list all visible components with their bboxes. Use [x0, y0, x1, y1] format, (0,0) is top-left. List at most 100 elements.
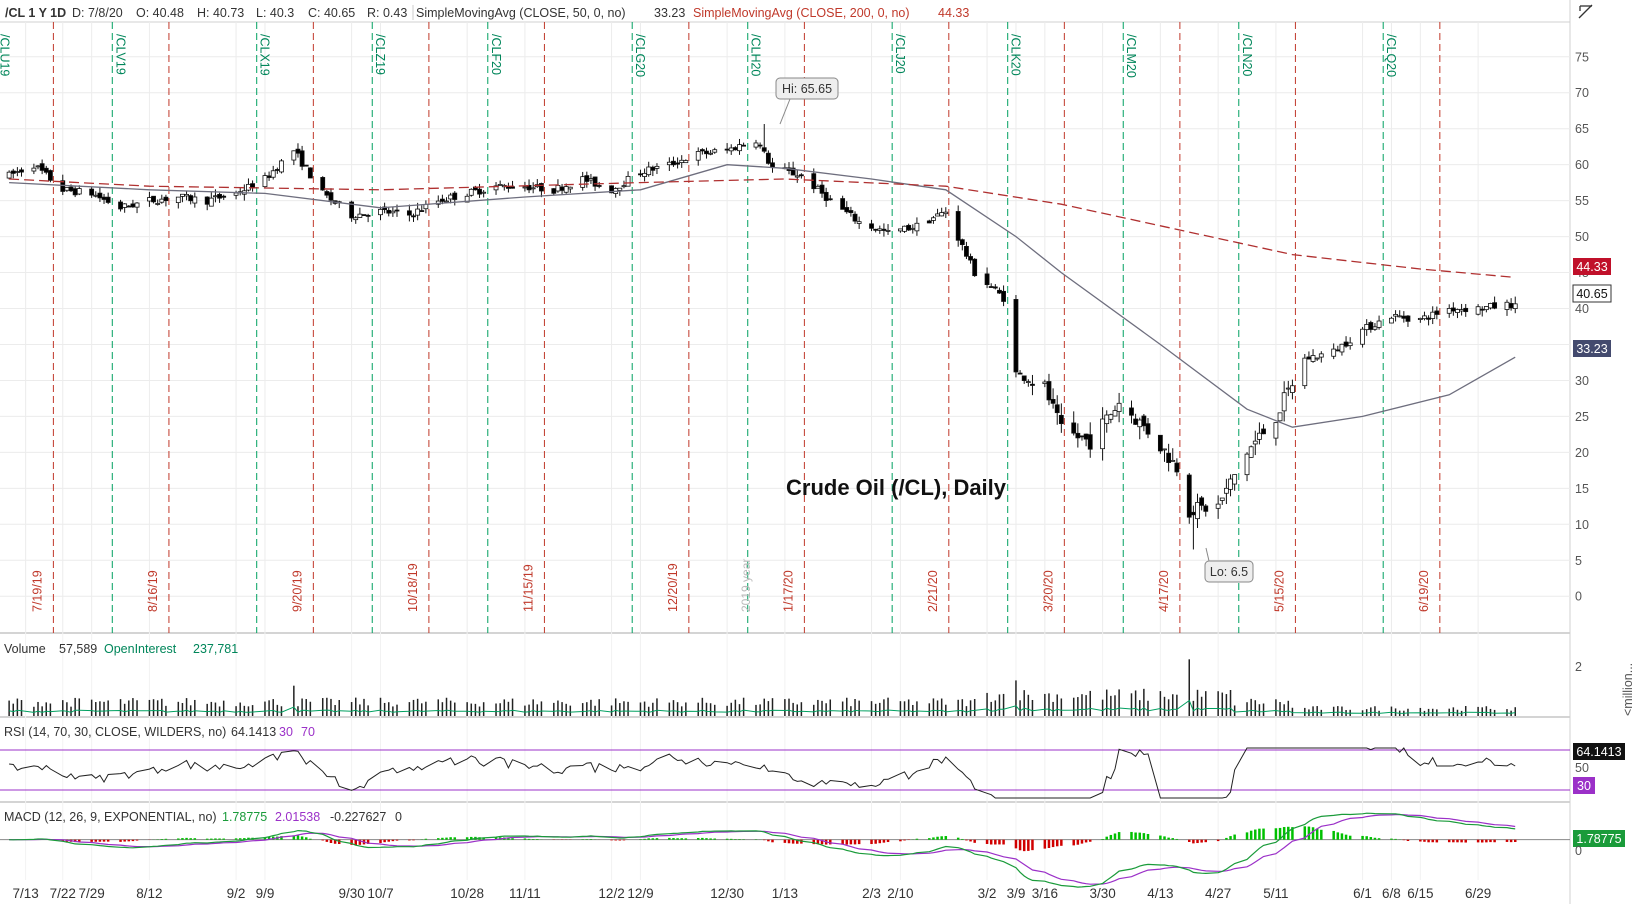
candle-body	[1504, 301, 1510, 310]
volume-value: 57,589	[59, 642, 97, 656]
candle-body	[931, 217, 936, 221]
candle-body	[1087, 434, 1093, 450]
candle-body	[1042, 381, 1048, 384]
candle-body	[1252, 440, 1258, 445]
candle-body	[679, 159, 685, 163]
expiration-symbol-label: /CLX19	[258, 34, 272, 76]
price-axis-tick: 0	[1575, 590, 1582, 604]
candle-body	[262, 175, 268, 188]
candle-body	[530, 187, 536, 190]
date-axis-tick: 2/10	[887, 886, 913, 901]
candle-body	[563, 186, 569, 193]
style-settings-icon[interactable]	[1575, 3, 1595, 21]
candle-body	[1397, 315, 1403, 318]
candle-body	[1401, 315, 1407, 319]
date-axis-tick: 10/28	[450, 886, 484, 901]
date-axis-tick: 9/2	[227, 886, 246, 901]
date-axis-tick: 6/15	[1407, 886, 1433, 901]
candle-body	[19, 169, 24, 173]
candle-body	[1281, 392, 1287, 412]
candle-body	[1129, 407, 1134, 416]
candle-body	[1417, 317, 1423, 320]
candle-body	[444, 200, 449, 203]
candle-body	[295, 148, 301, 154]
macd-diff-value: -0.227627	[330, 810, 386, 824]
rollover-date-label: 11/15/19	[521, 564, 535, 612]
price-axis-tick: 65	[1575, 122, 1589, 136]
candle-body	[435, 200, 441, 205]
open-readout: O: 40.48	[136, 6, 184, 20]
candle-body	[906, 224, 912, 231]
candle-body	[1335, 349, 1341, 352]
candle-body	[819, 184, 825, 194]
candle-body	[1318, 353, 1324, 358]
candle-body	[926, 220, 932, 224]
expiration-symbol-label: /CLJ20	[893, 34, 907, 74]
candle-body	[1162, 448, 1167, 451]
candle-body	[1475, 306, 1481, 315]
price-axis-tick: 30	[1575, 374, 1589, 388]
volume-axis-unit: <million...	[1621, 663, 1635, 716]
year-marker-label: 2019 year	[739, 559, 753, 612]
candle-body	[233, 192, 239, 196]
candle-body	[188, 195, 194, 202]
candle-body	[1306, 356, 1312, 360]
candle-body	[914, 222, 920, 232]
candle-body	[1145, 423, 1151, 435]
symbol-label[interactable]: /CL 1 Y 1D	[5, 6, 66, 20]
candle-body	[1141, 415, 1147, 427]
candle-body	[134, 202, 140, 208]
candle-body	[1203, 505, 1209, 512]
badge-last-price-text: 40.65	[1576, 287, 1607, 301]
candle-body	[266, 175, 272, 178]
candle-body	[180, 193, 185, 197]
badge-rsi-low-text: 30	[1577, 779, 1591, 793]
candle-body	[1331, 348, 1337, 357]
macd-pane	[0, 812, 1570, 888]
candle-body	[902, 225, 907, 232]
candle-body	[539, 183, 544, 192]
candle-body	[151, 195, 156, 203]
candle-body	[596, 185, 602, 187]
candle-body	[646, 166, 652, 176]
sma200-label[interactable]: SimpleMovingAvg (CLOSE, 200, 0, no)	[693, 6, 910, 20]
candle-body	[439, 198, 445, 202]
date-axis-tick: 3/2	[978, 886, 997, 901]
open-interest-label[interactable]: OpenInterest	[104, 642, 177, 656]
candle-body	[497, 184, 503, 186]
candle-body	[1021, 375, 1027, 381]
expiration-symbol-label: /CLM20	[1124, 34, 1138, 78]
candle-body	[1446, 308, 1452, 314]
open-interest-line	[9, 699, 1516, 714]
badge-last-price: 40.65	[1572, 284, 1612, 303]
candle-body	[877, 228, 883, 231]
candle-body	[1199, 497, 1205, 506]
candle-body	[126, 205, 132, 208]
candle-body	[943, 211, 949, 215]
candle-body	[118, 201, 123, 210]
candle-body	[1343, 341, 1349, 347]
rsi-label[interactable]: RSI (14, 70, 30, CLOSE, WILDERS, no)	[4, 725, 226, 739]
low-callout-label: Lo: 6.5	[1210, 565, 1248, 579]
low-readout: L: 40.3	[256, 6, 294, 20]
sma50-label[interactable]: SimpleMovingAvg (CLOSE, 50, 0, no)	[416, 6, 626, 20]
macd-label[interactable]: MACD (12, 26, 9, EXPONENTIAL, no)	[4, 810, 217, 824]
candle-body	[184, 194, 189, 197]
candle-body	[1248, 446, 1254, 458]
candle-body	[964, 245, 969, 257]
candle-body	[208, 197, 214, 207]
candle-body	[555, 185, 561, 192]
badge-macd-text: 1.78775	[1576, 832, 1621, 846]
volume-header: Volume 57,589 OpenInterest 237,781	[4, 642, 238, 656]
macd-value: 1.78775	[222, 810, 267, 824]
rollover-date-label: 8/16/19	[146, 570, 160, 612]
candle-body	[1079, 435, 1085, 438]
rsi-axis-tick: 50	[1575, 761, 1589, 775]
candle-body	[1100, 418, 1106, 450]
date-axis-tick: 7/29	[79, 886, 105, 901]
candle-body	[1112, 410, 1118, 417]
low-callout: Lo: 6.5	[1204, 547, 1254, 583]
volume-label[interactable]: Volume	[4, 642, 46, 656]
candle-body	[1488, 303, 1493, 309]
